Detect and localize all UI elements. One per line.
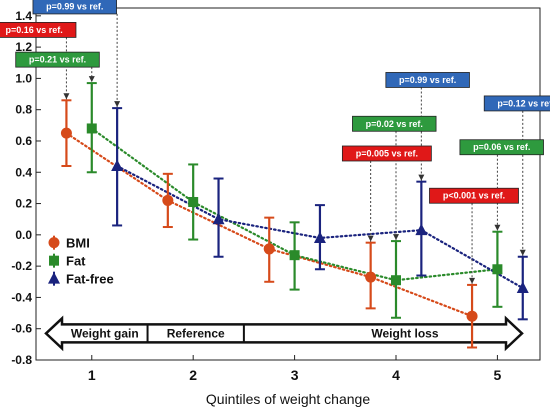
pvalue-box-fat-free-q5 bbox=[483, 95, 550, 112]
x-tick-label-1: 1 bbox=[88, 367, 96, 383]
marker-bmi-q4 bbox=[365, 271, 377, 283]
pvalue-label-fat-free-q4: p=0.99 vs ref. bbox=[399, 75, 456, 85]
pvalue-box-fat-q1 bbox=[15, 51, 100, 68]
y-tick-label-11: 1.4 bbox=[15, 9, 32, 23]
legend-marker-fat-free bbox=[48, 272, 60, 284]
arrow-label-weight-loss: Weight loss bbox=[371, 326, 438, 340]
pvalue-label-fat-q5: p=0.06 vs ref. bbox=[473, 142, 530, 152]
pvalue-box-fat-free-q4 bbox=[385, 72, 470, 88]
marker-bmi-q5 bbox=[466, 310, 478, 322]
pvalue-label-fat-q1: p=0.21 vs ref. bbox=[29, 55, 86, 65]
leader-arrowhead bbox=[114, 101, 121, 108]
legend-marker-fat bbox=[49, 255, 59, 266]
marker-bmi-q3 bbox=[263, 243, 275, 255]
leader-arrowhead bbox=[367, 235, 374, 242]
legend: BMI Fat Fat-free bbox=[48, 235, 114, 287]
marker-fat-free-q3 bbox=[313, 231, 326, 243]
pvalue-label-fat-q4: p=0.02 vs ref. bbox=[366, 119, 423, 129]
marker-fat-q2 bbox=[188, 196, 199, 207]
pvalue-box-bmi-q1 bbox=[0, 22, 77, 38]
leader-arrowhead bbox=[393, 234, 399, 241]
double-arrow-shape bbox=[44, 315, 524, 352]
legend-marker-bmi bbox=[48, 237, 60, 249]
arrow-label-weight-gain: Weight gain bbox=[71, 326, 139, 340]
legend-label-fat: Fat bbox=[66, 254, 86, 269]
y-tick-label-8: 0.8 bbox=[15, 103, 32, 117]
y-tick-label-3: -0.2 bbox=[11, 259, 32, 273]
marker-fat-q3 bbox=[289, 250, 300, 261]
pvalue-leader-lines bbox=[63, 13, 526, 285]
legend-label-fat-free: Fat-free bbox=[66, 272, 114, 287]
pvalue-box-fat-q5 bbox=[459, 139, 544, 156]
y-tick-label-6: 0.4 bbox=[15, 165, 32, 179]
x-tick-label-5: 5 bbox=[494, 367, 502, 383]
y-tick-label-1: -0.6 bbox=[11, 322, 32, 336]
marker-fat-free-q5 bbox=[516, 281, 529, 294]
leader-arrowhead bbox=[519, 249, 526, 256]
pvalue-annotations: p=0.16 vs ref. p=0.005 vs ref. p<0.001 vs … bbox=[0, 0, 550, 204]
pvalue-box-fat-free-q1 bbox=[32, 0, 117, 15]
marker-fat-free-q2 bbox=[212, 212, 225, 225]
pvalue-label-fat-free-q5: p=0.12 vs ref. bbox=[497, 98, 550, 108]
y-tick-label-7: 0.6 bbox=[15, 134, 32, 148]
pvalue-box-bmi-q4 bbox=[341, 145, 432, 162]
data-markers bbox=[60, 123, 529, 322]
weight-category-arrow: Weight gain Reference Weight loss bbox=[44, 315, 524, 352]
plot-frame bbox=[35, 7, 541, 361]
marker-fat-free-q1 bbox=[111, 159, 124, 172]
arrow-label-reference: Reference bbox=[167, 326, 225, 340]
y-tick-label-4: 0.0 bbox=[15, 228, 32, 242]
pvalue-box-bmi-q5 bbox=[429, 187, 519, 204]
leader-arrowhead bbox=[418, 174, 425, 181]
pvalue-box-fat-q4 bbox=[352, 115, 437, 132]
x-tick-label-2: 2 bbox=[189, 367, 197, 383]
y-tick-label-0: -0.8 bbox=[11, 353, 32, 367]
marker-fat-free-q4 bbox=[415, 223, 428, 236]
leader-arrowhead bbox=[494, 224, 501, 231]
marker-bmi-q2 bbox=[162, 194, 174, 206]
axes: -0.8 -0.6 -0.4 -0.2 0.0 0.2 0.4 0.6 0.8 1.0 1.2 1.4… bbox=[11, 9, 501, 407]
pvalue-label-bmi-q1: p=0.16 vs ref. bbox=[6, 25, 63, 35]
leader-arrowhead bbox=[63, 93, 70, 100]
marker-bmi-q1 bbox=[60, 127, 72, 139]
marker-fat-q5 bbox=[492, 264, 503, 275]
marker-fat-q1 bbox=[86, 123, 97, 134]
y-tick-label-9: 1.0 bbox=[15, 71, 32, 85]
y-tick-label-5: 0.2 bbox=[15, 197, 32, 211]
leader-arrowhead bbox=[469, 277, 476, 284]
legend-label-bmi: BMI bbox=[66, 236, 90, 251]
x-axis-title: Quintiles of weight change bbox=[206, 391, 370, 407]
pvalue-label-fat-free-q1: p=0.99 vs ref. bbox=[46, 1, 103, 11]
x-tick-label-4: 4 bbox=[392, 367, 400, 383]
marker-fat-q4 bbox=[391, 275, 401, 286]
y-tick-label-10: 1.2 bbox=[15, 40, 32, 54]
leader-arrowhead bbox=[88, 76, 95, 83]
pvalue-label-bmi-q4: p=0.005 vs ref. bbox=[356, 148, 418, 158]
x-tick-label-3: 3 bbox=[291, 367, 299, 383]
pvalue-label-bmi-q5: p<0.001 vs ref. bbox=[443, 191, 505, 201]
y-tick-label-2: -0.4 bbox=[11, 290, 32, 304]
